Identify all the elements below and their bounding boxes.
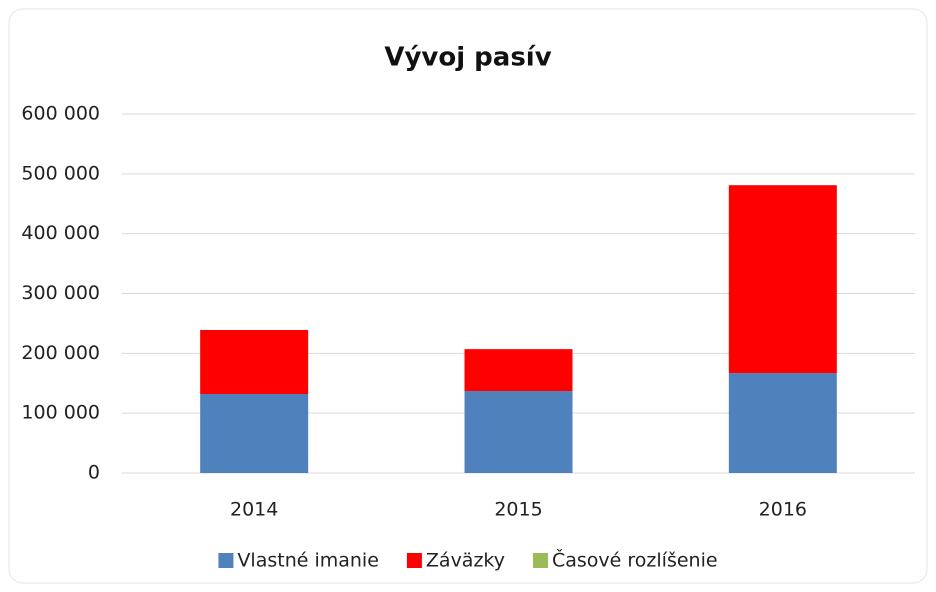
legend-swatch <box>406 553 422 568</box>
y-tick-label: 300 000 <box>21 282 100 304</box>
y-tick-label: 100 000 <box>21 402 100 424</box>
y-tick-label: 200 000 <box>21 342 100 364</box>
legend-swatch <box>218 553 234 568</box>
legend-swatch <box>533 553 549 568</box>
y-tick-label: 600 000 <box>21 103 100 125</box>
x-tick-label: 2014 <box>230 499 278 521</box>
y-tick-label: 0 <box>88 462 100 484</box>
legend-label: Časové rozlíšenie <box>552 548 718 572</box>
bar-segment <box>464 391 573 473</box>
bar-segment <box>200 329 309 395</box>
bar-segment <box>728 185 837 374</box>
y-tick-label: 500 000 <box>21 162 100 184</box>
legend-label: Záväzky <box>426 550 505 572</box>
bar-segment <box>200 394 309 473</box>
legend-label: Vlastné imanie <box>237 550 378 572</box>
bar-segment <box>464 349 573 392</box>
x-tick-label: 2015 <box>494 499 542 521</box>
bar-segment <box>728 373 837 473</box>
chart-title: Vývoj pasív <box>384 43 551 73</box>
y-tick-label: 400 000 <box>21 222 100 244</box>
x-tick-label: 2016 <box>759 499 807 521</box>
